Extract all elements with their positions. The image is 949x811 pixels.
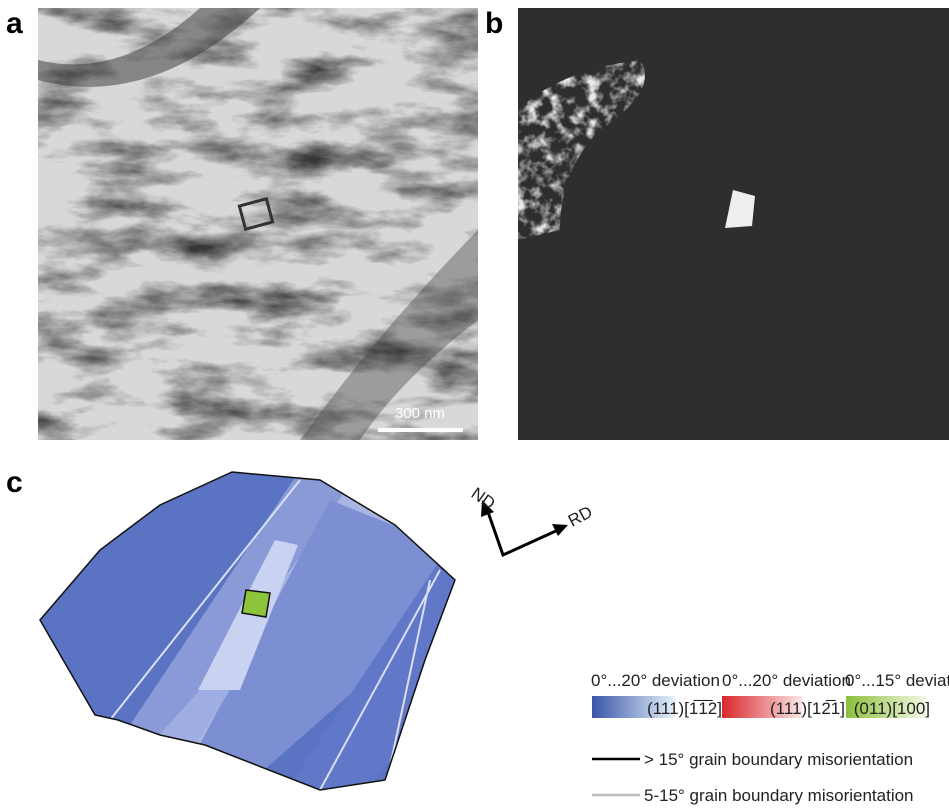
- legend-orientation: (111)[12̅1]: [770, 699, 845, 718]
- direction-label: ND: [468, 484, 499, 514]
- legend-boundary: > 15° grain boundary misorientation: [644, 750, 913, 769]
- micrograph-a: [38, 8, 478, 440]
- panel-label: c: [6, 466, 23, 499]
- figure: a 300 nm b c ND RD 0°...20° deviation 0°…: [0, 0, 949, 811]
- legend-range: 0°...20° deviation: [591, 671, 720, 690]
- panel-label: a: [6, 7, 23, 40]
- micrograph-b: [518, 8, 949, 440]
- direction-axes: [488, 512, 558, 555]
- legend-range: 0°...15° deviation: [845, 671, 949, 690]
- direction-label: RD: [565, 502, 596, 530]
- scale-bar: [378, 428, 463, 432]
- panel-label: b: [485, 7, 503, 40]
- legend-orientation: (011)[100]: [854, 699, 930, 718]
- legend-orientation: (111)[1̅1̅2]: [647, 699, 722, 718]
- legend-boundary: 5-15° grain boundary misorientation: [644, 786, 914, 805]
- green-grain: [242, 590, 270, 617]
- scale-bar-label: 300 nm: [395, 405, 445, 422]
- legend-range: 0°...20° deviation: [722, 671, 851, 690]
- orientation-map: [30, 460, 480, 800]
